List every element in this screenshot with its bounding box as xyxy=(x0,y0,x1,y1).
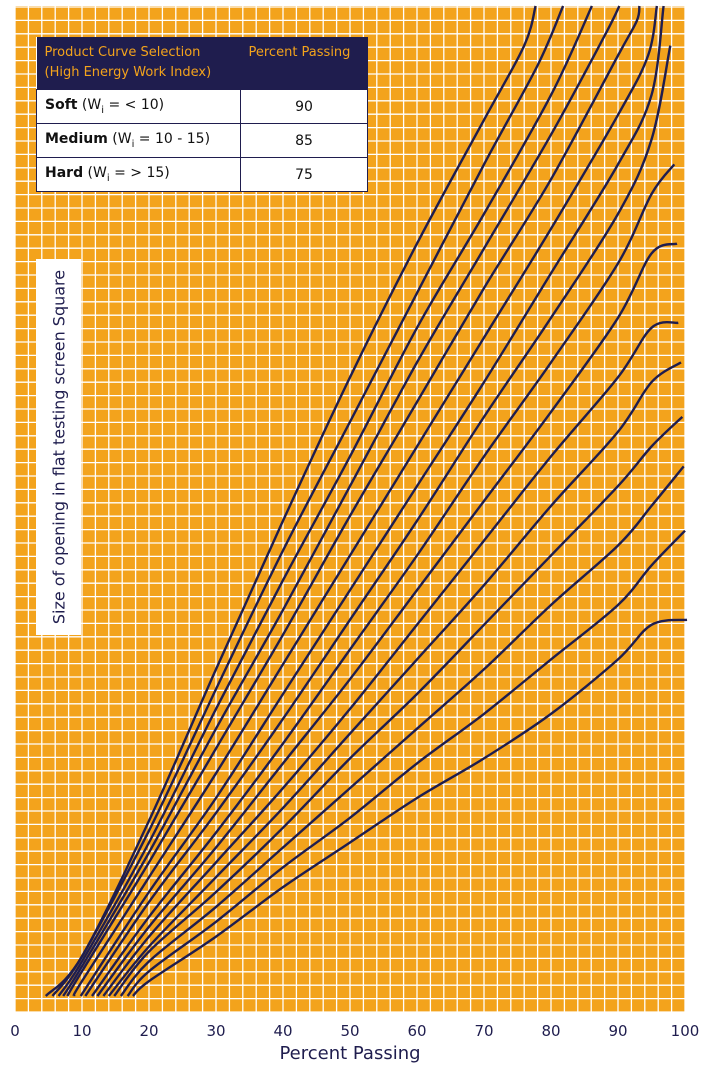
table-cell-value: 90 xyxy=(240,89,368,124)
series-line-8 xyxy=(84,45,672,997)
series-line-16 xyxy=(132,618,688,997)
table-cell-name: Medium (Wi = 10 - 15) xyxy=(36,123,241,158)
series-line-10 xyxy=(96,242,678,997)
x-tick-label: 10 xyxy=(72,1022,91,1040)
header-line-2: (High Energy Work Index) xyxy=(44,65,212,80)
row-expr-pre: (W xyxy=(107,131,132,148)
x-axis-title: Percent Passing xyxy=(279,1043,420,1064)
series-line-14 xyxy=(119,465,685,997)
row-label: Soft xyxy=(45,97,78,114)
series-line-3 xyxy=(57,5,593,997)
row-label: Hard xyxy=(45,165,84,182)
row-expr-pre: (W xyxy=(83,165,107,182)
x-tick-label: 60 xyxy=(407,1022,426,1040)
table-cell-name: Hard (Wi = > 15) xyxy=(36,157,241,192)
series-line-12 xyxy=(107,361,682,997)
row-expr-sub: i xyxy=(106,172,110,184)
row-label: Medium xyxy=(45,131,108,148)
series-line-11 xyxy=(102,320,679,997)
x-tick-label: 70 xyxy=(474,1022,493,1040)
series-line-6 xyxy=(72,5,659,997)
row-expr-sub: i xyxy=(101,104,105,116)
series-line-7 xyxy=(79,5,665,997)
table-row: Medium (Wi = 10 - 15) 85 xyxy=(36,123,368,158)
table-row: Soft (Wi = < 10) 90 xyxy=(36,89,368,124)
x-tick-label: 50 xyxy=(340,1022,359,1040)
series-line-9 xyxy=(91,163,676,997)
series-line-4 xyxy=(62,5,621,997)
x-axis-ticks: 0 10 20 30 40 50 60 70 80 90 100 xyxy=(10,1022,699,1040)
series-line-13 xyxy=(113,416,684,997)
row-expr-post: = > 15) xyxy=(109,165,170,182)
row-expr-post: = < 10) xyxy=(104,97,165,114)
header-line-1: Product Curve Selection xyxy=(44,45,201,60)
x-tick-label: 80 xyxy=(541,1022,560,1040)
table-row: Hard (Wi = > 15) 75 xyxy=(36,157,368,192)
row-expr-post: = 10 - 15) xyxy=(134,131,211,148)
y-axis-title: Size of opening in flat testing screen S… xyxy=(49,269,68,625)
series-line-1 xyxy=(44,5,537,997)
series-line-5 xyxy=(66,5,641,997)
table-cell-value: 85 xyxy=(240,123,368,158)
table-header-percent: Percent Passing xyxy=(240,37,368,90)
series-line-2 xyxy=(51,5,565,997)
x-tick-label: 20 xyxy=(139,1022,158,1040)
table-header-row: Product Curve Selection (High Energy Wor… xyxy=(36,37,368,90)
x-tick-label: 30 xyxy=(206,1022,225,1040)
table-cell-name: Soft (Wi = < 10) xyxy=(36,89,241,124)
series-line-15 xyxy=(126,529,686,997)
row-expr-sub: i xyxy=(131,138,135,150)
x-tick-label: 40 xyxy=(273,1022,292,1040)
y-axis-title-box: Size of opening in flat testing screen S… xyxy=(36,259,81,635)
x-tick-label: 0 xyxy=(10,1022,20,1040)
product-curve-selection-table: Product Curve Selection (High Energy Wor… xyxy=(36,37,368,192)
row-expr-pre: (W xyxy=(77,97,102,114)
curves xyxy=(44,5,688,997)
table-cell-value: 75 xyxy=(240,157,368,192)
table-header-selection: Product Curve Selection (High Energy Wor… xyxy=(36,37,241,90)
x-tick-label: 100 xyxy=(671,1022,700,1040)
x-tick-label: 90 xyxy=(608,1022,627,1040)
